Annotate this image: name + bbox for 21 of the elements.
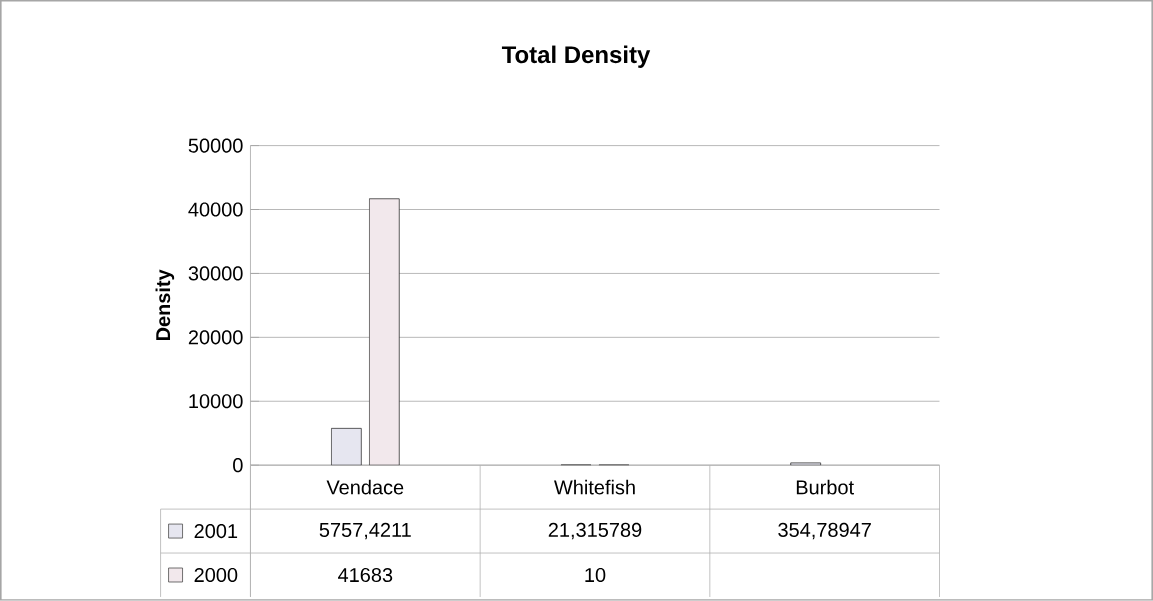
data-label: 41683 bbox=[338, 568, 393, 583]
data-label: 10 bbox=[585, 568, 606, 583]
x-tick-label: Vendace bbox=[326, 479, 404, 495]
y-tick-label: 30000 bbox=[188, 266, 243, 281]
x-tick-label: Burbot bbox=[796, 479, 854, 495]
bar bbox=[790, 462, 822, 466]
legend-label: 2001 bbox=[194, 524, 238, 539]
x-tick-label: Whitefish bbox=[554, 479, 635, 495]
bar bbox=[330, 428, 362, 466]
legend-label: 2000 bbox=[194, 568, 238, 583]
y-tick-label: 10000 bbox=[189, 394, 243, 409]
data-label: 354,78947 bbox=[778, 522, 871, 540]
data-label: 21,315789 bbox=[548, 522, 642, 540]
data-label: 5757,4211 bbox=[319, 522, 411, 540]
bar bbox=[368, 198, 400, 466]
y-tick-label: 0 bbox=[233, 458, 243, 473]
y-tick-label: 50000 bbox=[188, 138, 243, 153]
y-tick-label: 40000 bbox=[188, 202, 243, 217]
chart-title: Total Density bbox=[501, 45, 651, 69]
y-axis-title: Density bbox=[155, 269, 175, 341]
y-tick-label: 20000 bbox=[188, 330, 243, 345]
